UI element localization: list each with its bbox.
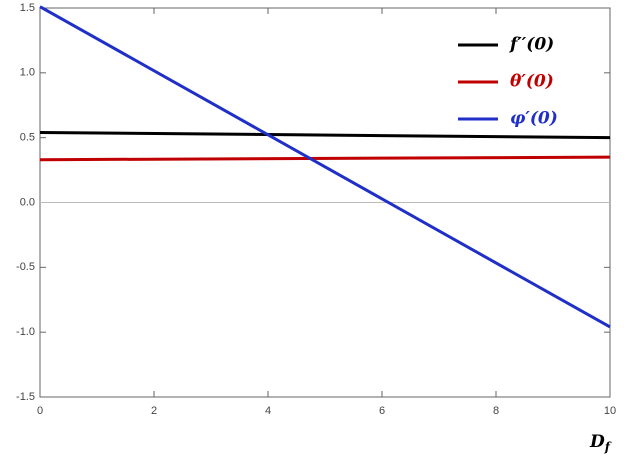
series-line — [39, 155, 611, 162]
y-tick-label: 0.5 — [20, 132, 35, 144]
x-tick-label: 4 — [265, 405, 271, 417]
legend-label: θ′(0) — [510, 72, 554, 92]
y-tick-label: -1.0 — [16, 326, 35, 338]
y-tick-label: -1.5 — [16, 391, 35, 403]
x-tick-label: 8 — [493, 405, 499, 417]
y-tick-label: -0.5 — [16, 261, 35, 273]
x-label-main: D — [589, 432, 605, 452]
x-tick-label: 0 — [37, 405, 43, 417]
x-axis-label: Df — [589, 432, 612, 454]
x-label-subscript: f — [604, 440, 612, 454]
x-tick-label: 6 — [379, 405, 385, 417]
y-tick-label: 0.0 — [20, 196, 35, 208]
y-tick-label: 1.0 — [20, 67, 35, 79]
series-line — [39, 130, 611, 140]
x-tick-label: 10 — [604, 405, 616, 417]
y-tick-label: 1.5 — [20, 2, 35, 14]
legend-label: f′′(0) — [509, 35, 554, 55]
legend-label: φ′(0) — [510, 109, 558, 129]
series-line — [39, 5, 611, 329]
x-tick-label: 2 — [151, 405, 157, 417]
